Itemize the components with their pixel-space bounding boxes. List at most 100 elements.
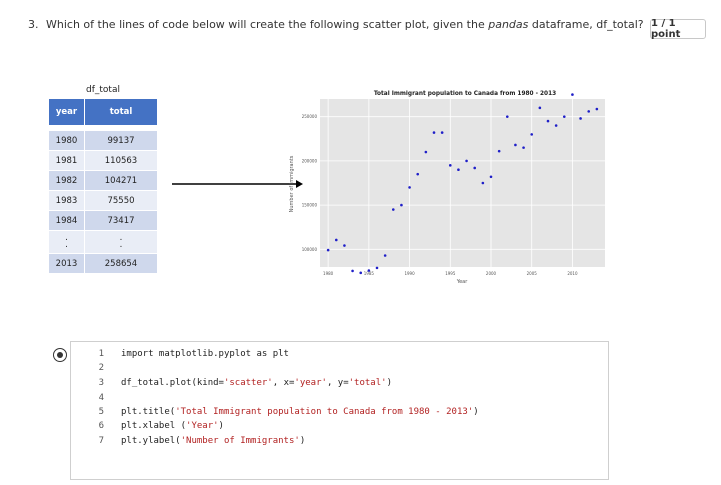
x-tick-label: 1985 [364, 271, 375, 276]
scatter-point [440, 131, 444, 134]
scatter-point [408, 186, 411, 189]
total-cell: 258654 [84, 253, 158, 274]
scatter-point [538, 106, 542, 110]
x-tick-label: 1990 [404, 271, 415, 276]
scatter-point [424, 150, 428, 154]
answer-radio-button[interactable] [53, 348, 67, 362]
points-badge: 1 / 1 point [650, 18, 706, 40]
right-arrow-icon [172, 180, 303, 188]
total-cell: 99137 [84, 130, 158, 151]
x-tick-label: 2010 [567, 271, 578, 276]
line-number: 4 [98, 393, 104, 403]
total-cell: 110563 [84, 150, 158, 171]
scatter-point [416, 172, 420, 176]
code-text: plt.xlabel ('Year') [121, 421, 224, 431]
code-string: 'scatter' [223, 378, 273, 388]
x-axis-label: Year [456, 279, 469, 285]
y-tick-label: 100000 [302, 247, 318, 252]
code-gutter [71, 342, 111, 479]
year-cell: 1981 [48, 150, 85, 171]
scatter-point [391, 208, 395, 211]
code-string: 'Total Immigrant population to Canada fr… [175, 407, 474, 417]
code-string: 'Year' [186, 421, 219, 431]
line-number: 3 [98, 378, 104, 388]
x-tick-label: 1980 [323, 271, 334, 276]
dataframe-header-row: year total [48, 98, 158, 126]
year-cell: 1982 [48, 170, 85, 191]
total-cell: 73417 [84, 210, 158, 231]
scatter-point [457, 168, 460, 172]
dataframe-title: df_total [86, 85, 120, 95]
code-text: import matplotlib.pyplot as plt [121, 349, 289, 359]
y-tick-label: 150000 [302, 203, 318, 208]
scatter-point [359, 271, 363, 275]
scatter-point [571, 93, 574, 96]
table-row: 1982 104271 [48, 170, 158, 191]
code-text: plt.ylabel('Number of Immigrants') [121, 436, 306, 446]
scatter-chart: Total Immigrant population to Canada fro… [289, 91, 605, 285]
line-number: 2 [98, 363, 104, 373]
line-number: 5 [98, 407, 104, 417]
ellipsis-cell: .. [48, 230, 85, 254]
year-cell: 1983 [48, 190, 85, 211]
total-cell: 104271 [84, 170, 158, 191]
scatter-point [481, 181, 485, 185]
total-cell: 75550 [84, 190, 158, 211]
scatter-point [554, 124, 558, 127]
line-number: 1 [98, 349, 104, 359]
code-string: 'year' [294, 378, 327, 388]
x-tick-label: 2000 [486, 271, 497, 276]
radio-selected-dot [57, 352, 63, 358]
code-string: 'Number of Immigrants' [180, 436, 300, 446]
plot-area [320, 99, 605, 267]
year-cell: 1984 [48, 210, 85, 231]
question-number: 3. [28, 18, 39, 31]
question-text-emphasis: pandas [488, 18, 529, 31]
scatter-point [383, 254, 387, 257]
scatter-point [497, 149, 501, 153]
scatter-point [587, 110, 591, 113]
question-text-after: dataframe, df_total? [528, 18, 644, 31]
scatter-point [448, 164, 452, 167]
table-row: 1983 75550 [48, 190, 158, 211]
chart-title: Total Immigrant population to Canada fro… [374, 91, 556, 97]
dataframe-table: year total 1980 99137 1981 110563 1982 1… [48, 98, 158, 274]
code-text: plt.title('Total Immigrant population to… [121, 407, 479, 417]
scatter-point [579, 117, 582, 120]
table-row: 1980 99137 [48, 130, 158, 151]
dataframe-header-total: total [84, 98, 158, 126]
scatter-point [595, 107, 599, 111]
scatter-point [367, 269, 371, 272]
code-block: 1 import matplotlib.pyplot as plt 2 3 df… [70, 341, 609, 480]
line-number: 6 [98, 421, 104, 431]
year-cell: 2013 [48, 253, 85, 274]
line-number: 7 [98, 436, 104, 446]
scatter-point [375, 266, 379, 270]
table-row: 1981 110563 [48, 150, 158, 171]
code-string: 'total' [348, 378, 387, 388]
year-cell: 1980 [48, 130, 85, 151]
ellipsis-cell: .. [84, 230, 158, 254]
scatter-point [465, 159, 468, 163]
scatter-point [334, 238, 338, 242]
x-tick-label: 2005 [527, 271, 538, 276]
y-axis-label: Number of Immigrants [289, 155, 295, 212]
y-tick-label: 250000 [302, 114, 318, 119]
question-text-before: Which of the lines of code below will cr… [46, 18, 489, 31]
x-tick-label: 1995 [445, 271, 456, 276]
scatter-point [473, 166, 477, 170]
scatter-point [522, 146, 525, 149]
question-text: Which of the lines of code below will cr… [46, 18, 644, 31]
code-text: df_total.plot(kind='scatter', x='year', … [121, 378, 392, 388]
scatter-point [351, 269, 354, 273]
table-ellipsis-row: .. .. [48, 230, 158, 254]
scatter-point [326, 248, 330, 252]
dataframe-header-year: year [48, 98, 85, 126]
scatter-point [546, 119, 550, 123]
scatter-point [530, 133, 534, 136]
table-row: 2013 258654 [48, 253, 158, 274]
scatter-point [514, 143, 517, 147]
scatter-point [489, 175, 493, 179]
scatter-point [400, 203, 403, 207]
scatter-point [343, 244, 346, 247]
